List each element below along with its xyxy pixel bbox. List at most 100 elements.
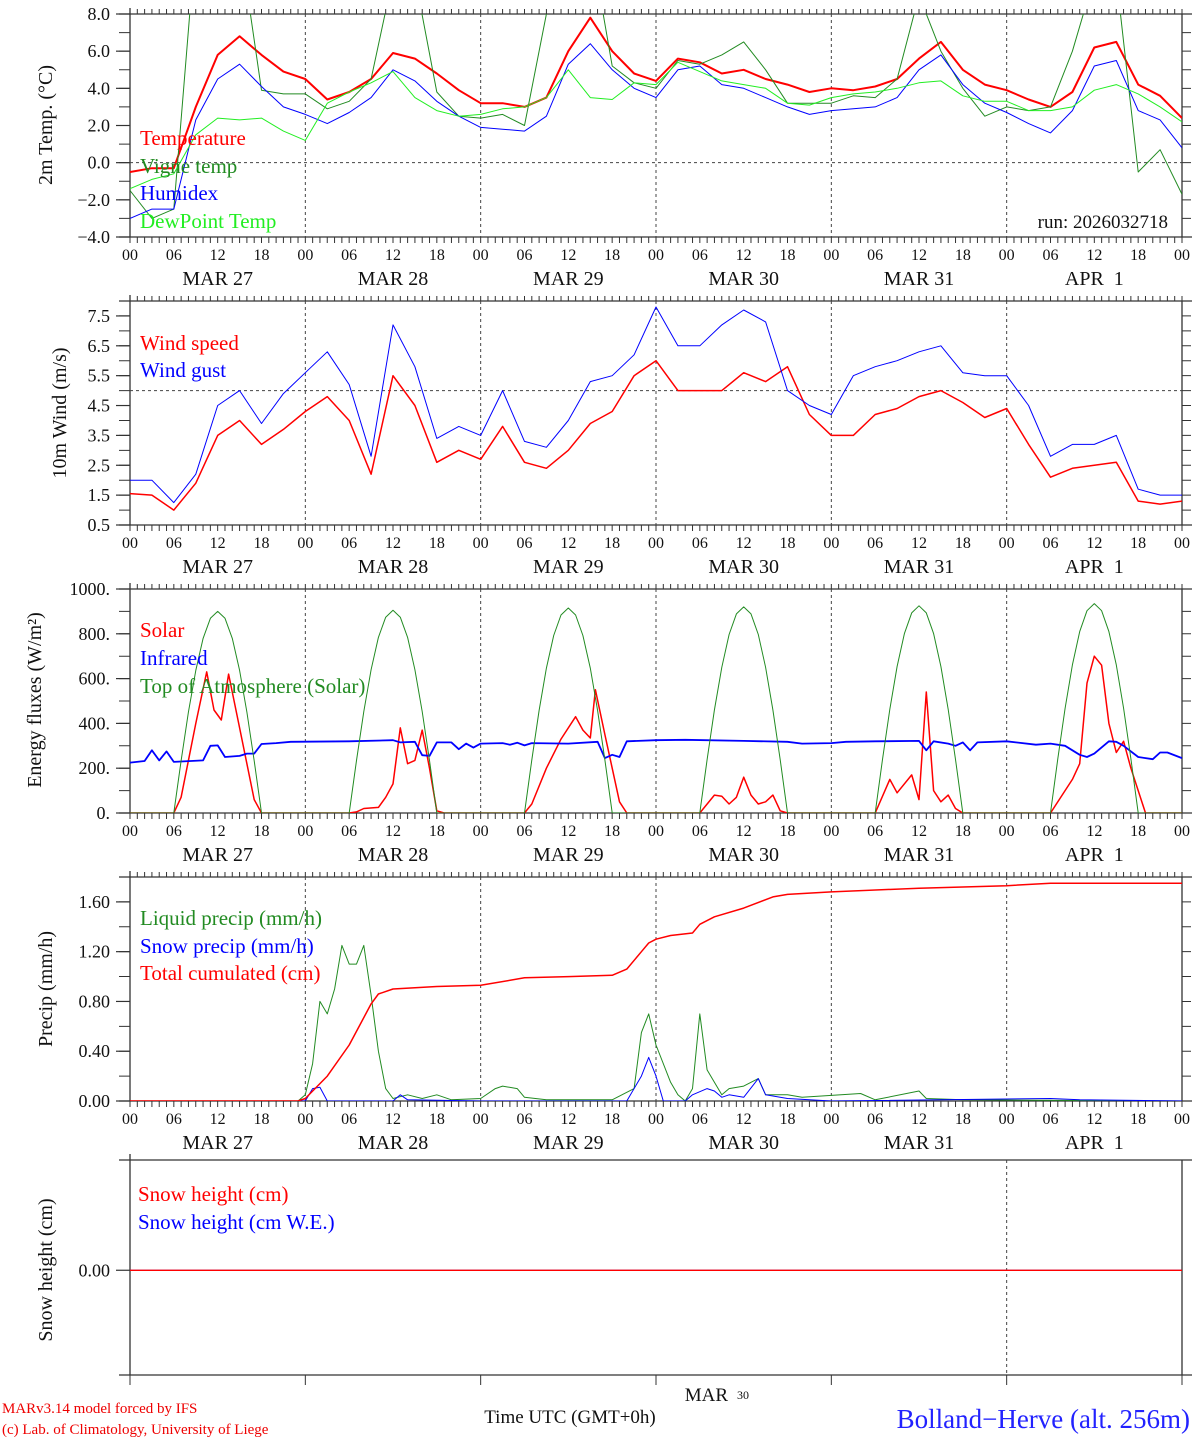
y-tick-label: 1.60	[79, 892, 111, 912]
x-tick-label: 06	[166, 1111, 182, 1128]
x-tick-label: 00	[297, 823, 313, 840]
x-tick-label: 18	[429, 247, 445, 264]
series-humidex	[130, 43, 1182, 219]
x-tick-label: 18	[429, 535, 445, 552]
snow-panel: 0.00	[79, 1154, 1192, 1385]
x-tick-label: 18	[1130, 823, 1146, 840]
x-tick-label: 12	[385, 1111, 401, 1128]
x-tick-label: 18	[780, 1111, 796, 1128]
legend-solar: Solar	[140, 618, 184, 642]
x-day-label: MAR 30	[708, 268, 779, 290]
x-tick-label: 06	[867, 247, 883, 264]
y-tick-label: 0.00	[79, 1260, 111, 1280]
x-tick-label: 12	[210, 823, 226, 840]
x-day-label: MAR 30	[708, 556, 779, 578]
series-snow-precip-mm-h	[130, 1056, 1182, 1101]
x-day-label: MAR 31	[884, 556, 955, 578]
x-tick-label: 18	[1130, 247, 1146, 264]
x-tick-label: 00	[1174, 823, 1190, 840]
x-tick-label: 18	[780, 823, 796, 840]
footer-credit: (c) Lab. of Climatology, University of L…	[2, 1422, 269, 1438]
x-tick-label: 06	[517, 247, 533, 264]
ytitle-precip: Precip (mm/h)	[35, 931, 57, 1047]
x-day-label: MAR 31	[884, 844, 955, 866]
x-tick-label: 00	[122, 1111, 138, 1128]
x-tick-label: 06	[1043, 247, 1059, 264]
x-axis-title: Time UTC (GMT+0h)	[484, 1407, 656, 1428]
x-tick-label: 00	[1174, 535, 1190, 552]
x-tick-label: 06	[867, 823, 883, 840]
y-tick-label: 200.	[79, 758, 111, 778]
x-day-label: MAR 28	[358, 268, 429, 290]
x-day-label: MAR 28	[358, 556, 429, 578]
x-tick-label: 18	[604, 823, 620, 840]
x-tick-label: 00	[823, 247, 839, 264]
x-tick-label: 06	[517, 535, 533, 552]
x-tick-label: 00	[648, 1111, 664, 1128]
x-day-label: MAR 28	[358, 844, 429, 866]
x-tick-label: 06	[692, 535, 708, 552]
x-minor-ticks	[129, 9, 1183, 243]
run-annotation: run: 2026032718	[1038, 212, 1168, 233]
x-axis-stray-label: MAR	[685, 1385, 729, 1406]
energy-series	[130, 603, 1182, 813]
x-tick-label: 18	[604, 1111, 620, 1128]
x-tick-label: 18	[429, 823, 445, 840]
y-tick-label: 7.5	[88, 306, 111, 326]
x-tick-label: 06	[166, 535, 182, 552]
x-minor-ticks	[129, 584, 1183, 819]
x-tick-label: 12	[1086, 1111, 1102, 1128]
x-tick-label: 00	[473, 535, 489, 552]
x-tick-label: 06	[517, 1111, 533, 1128]
x-tick-label: 12	[385, 823, 401, 840]
x-tick-label: 06	[1043, 823, 1059, 840]
x-tick-label: 00	[122, 535, 138, 552]
x-tick-label: 00	[999, 1111, 1015, 1128]
x-tick-label: 00	[823, 535, 839, 552]
x-day-label: MAR 29	[533, 844, 604, 866]
x-tick-label: 12	[911, 247, 927, 264]
x-tick-label: 18	[604, 247, 620, 264]
legend-vigne-temp: Vigne temp	[140, 154, 237, 178]
legend-total: Total cumulated (cm)	[140, 961, 320, 985]
ytitle-snow: Snow height (cm)	[35, 1198, 57, 1341]
y-tick-label: 0.40	[79, 1041, 111, 1061]
series-solar	[130, 655, 1182, 813]
x-tick-label: 12	[736, 823, 752, 840]
precip-legend: Liquid precip (mm/h) Snow precip (mm/h) …	[140, 906, 322, 985]
y-minor-ticks	[119, 13, 1191, 238]
x-tick-label: 18	[254, 535, 270, 552]
x-day-label: MAR 28	[358, 1132, 429, 1154]
series-wind-gust	[130, 306, 1182, 504]
x-tick-label: 12	[210, 535, 226, 552]
x-tick-label: 00	[823, 823, 839, 840]
x-tick-label: 12	[1086, 247, 1102, 264]
x-tick-label: 18	[780, 247, 796, 264]
x-tick-label: 12	[911, 535, 927, 552]
y-tick-label: 800.	[79, 624, 111, 644]
y-tick-label: 400.	[79, 713, 111, 733]
wind-series	[130, 306, 1182, 511]
x-tick-label: 18	[254, 247, 270, 264]
y-tick-label: 6.0	[88, 41, 111, 61]
x-tick-label: 00	[297, 247, 313, 264]
x-tick-label: 06	[166, 823, 182, 840]
x-tick-label: 06	[692, 1111, 708, 1128]
x-tick-label: 12	[560, 1111, 576, 1128]
x-minor-ticks	[129, 872, 1183, 1107]
y-tick-label: 5.5	[88, 366, 111, 386]
x-tick-label: 12	[911, 823, 927, 840]
x-tick-label: 18	[955, 1111, 971, 1128]
x-tick-label: 00	[1174, 247, 1190, 264]
y-minor-ticks	[119, 300, 1191, 526]
y-tick-label: 3.5	[88, 425, 111, 445]
legend-dewpoint: DewPoint Temp	[140, 209, 276, 233]
x-day-label: MAR 31	[884, 1132, 955, 1154]
x-tick-label: 12	[385, 535, 401, 552]
y-tick-label: 1.20	[79, 942, 111, 962]
y-tick-label: 0.	[97, 803, 111, 823]
x-day-label: MAR 29	[533, 1132, 604, 1154]
y-tick-label: −2.0	[77, 190, 110, 210]
legend-toa: Top of Atmosphere (Solar)	[140, 674, 365, 698]
